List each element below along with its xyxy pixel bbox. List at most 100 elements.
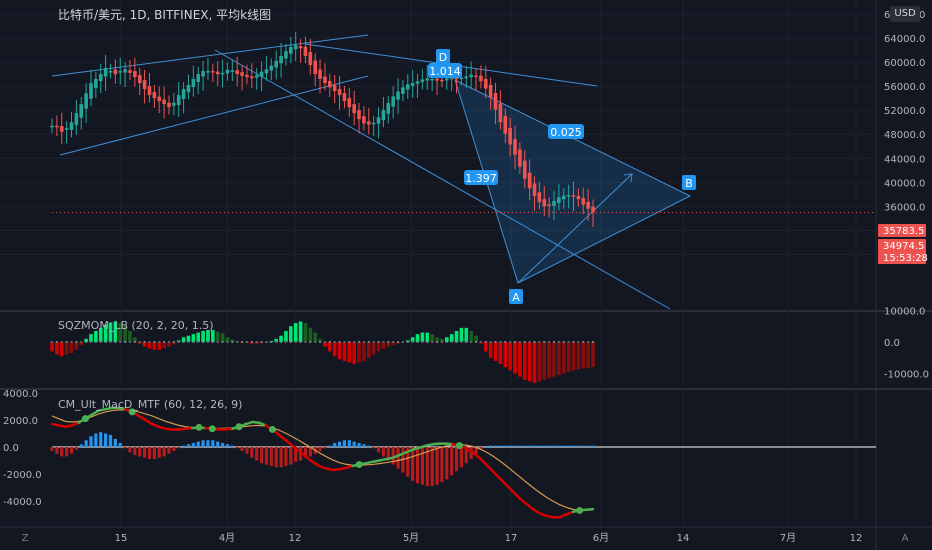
sqz-dot: [343, 341, 346, 343]
macd-hist-bar: [484, 447, 488, 448]
macd-hist-bar: [474, 447, 478, 454]
sqz-dot: [99, 341, 102, 343]
currency-button[interactable]: USD: [890, 6, 920, 22]
candle-body: [425, 78, 430, 81]
auto-scale-button[interactable]: A: [901, 533, 909, 544]
macd-hist-bar: [167, 447, 171, 454]
candle-body: [542, 199, 547, 207]
candle-body: [503, 115, 508, 134]
zoom-left-button[interactable]: Z: [21, 533, 29, 544]
candle-body: [527, 172, 532, 189]
trend-line: [59, 75, 369, 156]
macd-cross-dot: [355, 461, 363, 469]
sqz-dot: [557, 341, 560, 343]
sqz-dot: [192, 341, 195, 343]
sqzmom-bar: [586, 342, 590, 368]
sqz-dot: [265, 341, 268, 343]
macd-hist-bar: [99, 432, 103, 447]
sqzmom-bar: [376, 342, 381, 352]
candle-body: [94, 78, 98, 89]
sqzmom-bar: [581, 342, 586, 369]
sqzmom-bar: [162, 342, 166, 349]
sqzmom-bar: [444, 337, 449, 342]
sqz-dot: [484, 341, 487, 343]
sqzmom-title[interactable]: SQZMOM_LB (20, 2, 20, 1.5): [58, 319, 214, 332]
sqz-dot: [489, 341, 492, 343]
sqzmom-bar: [464, 327, 469, 342]
sqzmom-bar: [103, 324, 108, 342]
macd-hist-bar: [445, 447, 449, 480]
sqz-dot: [504, 341, 507, 343]
macd-title[interactable]: CM_Ult_MacD_MTF (60, 12, 26, 9): [58, 398, 243, 411]
sqzmom-bar: [274, 338, 278, 342]
sqzmom-bar: [381, 342, 386, 349]
macd-hist-bar: [581, 445, 585, 447]
candle-body: [576, 195, 581, 200]
macd-hist-bar: [128, 447, 132, 453]
candle-body: [435, 78, 439, 81]
sqzmom-bar: [571, 342, 576, 371]
sqzmom-bar: [328, 342, 332, 352]
sqz-dot: [226, 341, 229, 343]
sqzmom-bar: [352, 342, 356, 365]
candle-body: [371, 122, 376, 125]
sqz-dot: [314, 341, 317, 343]
sqz-dot: [133, 341, 136, 343]
sqz-dot: [514, 341, 517, 343]
macd-line-segment: [277, 433, 288, 442]
pattern-point-badge: [436, 49, 450, 64]
sqz-dot: [382, 341, 385, 343]
macd-hist-bar: [381, 447, 386, 457]
sqzmom-bar: [211, 330, 215, 342]
sqzmom-bar: [508, 342, 512, 371]
macd-hist-bar: [411, 447, 415, 481]
sqzmom-bar: [323, 342, 327, 347]
ratio-label: 1.014: [429, 65, 461, 78]
macd-hist-bar: [406, 447, 410, 477]
candle-body: [293, 45, 298, 50]
sqz-dot: [138, 341, 141, 343]
macd-hist-bar: [435, 447, 439, 485]
candle-body: [396, 91, 400, 100]
sqzmom-bar: [289, 326, 293, 342]
ratio-badge: [548, 124, 584, 139]
sqzmom-bar: [98, 327, 103, 342]
sqzmom-bar: [513, 342, 517, 374]
time-label: 7月: [780, 532, 796, 544]
sqzmom-bar: [362, 342, 366, 361]
macd-hist-bar: [318, 447, 322, 452]
macd-hist-bar: [211, 440, 215, 447]
candle-body: [391, 96, 395, 107]
candle-body: [483, 78, 488, 89]
price-tag-label: 15:53:28: [883, 253, 928, 264]
candle-body: [133, 71, 137, 78]
macd-hist-bar: [528, 445, 532, 447]
macd-cross-dot: [81, 415, 89, 423]
sqz-dot: [167, 341, 170, 343]
sqz-dot: [436, 341, 439, 343]
projection-arrow: [517, 173, 633, 284]
sqzmom-bar: [367, 342, 371, 358]
candle-body: [89, 83, 93, 99]
price-tick-label: 64000.0: [884, 34, 925, 45]
macd-hist-bar: [181, 445, 186, 447]
macd-cross-dot: [576, 506, 584, 514]
candle-body: [376, 117, 381, 124]
sqz-dot: [406, 341, 409, 343]
sqz-dot: [202, 341, 205, 343]
sqz-dot: [450, 341, 453, 343]
sqz-dot: [587, 341, 590, 343]
sqz-dot: [528, 341, 531, 343]
sqzmom-bar: [128, 330, 132, 342]
candle-body: [108, 71, 113, 73]
macd-hist-bar: [571, 445, 576, 447]
candle-body: [225, 69, 230, 74]
pattern-labels: D A B 1.014 1.397 0.025: [428, 49, 696, 304]
sqz-dot: [294, 341, 297, 343]
macd-line-segment: [498, 476, 508, 487]
candle-body: [430, 78, 434, 81]
sqz-dot: [358, 341, 361, 343]
sqzmom-bar: [133, 337, 137, 342]
macd-cross-dot: [195, 423, 203, 431]
